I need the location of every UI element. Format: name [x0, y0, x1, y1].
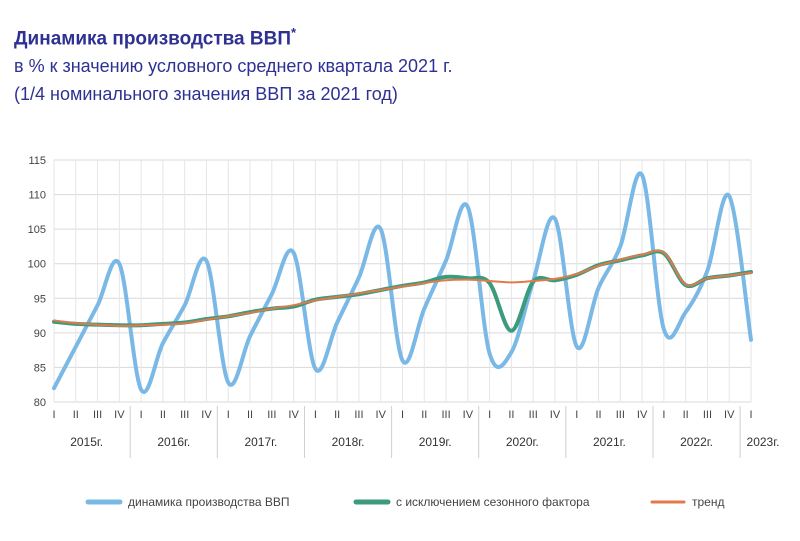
chart-title-text: Динамика производства ВВП: [14, 28, 292, 50]
quarter-tick-label: III: [180, 409, 189, 421]
quarter-tick-label: II: [421, 409, 427, 421]
quarter-tick-label: II: [683, 409, 689, 421]
y-tick-label: 110: [28, 190, 46, 202]
quarter-tick-label: III: [354, 409, 363, 421]
year-label: 2023г.: [747, 435, 780, 449]
quarter-tick-label: I: [227, 409, 230, 421]
quarter-tick-label: I: [52, 409, 55, 421]
quarter-tick-label: IV: [463, 409, 474, 421]
y-tick-label: 100: [28, 259, 46, 271]
quarter-tick-label: II: [160, 409, 166, 421]
year-label: 2015г.: [70, 435, 103, 449]
year-label: 2017г.: [244, 435, 277, 449]
quarter-tick-label: III: [616, 409, 625, 421]
quarter-tick-label: I: [575, 409, 578, 421]
legend-gdp-label: динамика производства ВВП: [128, 495, 290, 509]
quarter-tick-label: III: [529, 409, 538, 421]
quarter-tick-label: III: [441, 409, 450, 421]
series-trend-line: [53, 249, 752, 327]
quarter-tick-label: IV: [376, 409, 387, 421]
chart-title: Динамика производства ВВП*: [14, 20, 452, 52]
title-footnote-mark: *: [291, 25, 297, 40]
quarter-tick-label: I: [662, 409, 665, 421]
year-label: 2019г.: [419, 435, 452, 449]
chart-subtitle-line1: в % к значению условного среднего кварта…: [14, 56, 453, 77]
year-label: 2021г.: [593, 435, 626, 449]
legend-trend-label: тренд: [692, 495, 724, 509]
year-label: 2022г.: [680, 435, 713, 449]
quarter-tick-label: III: [93, 409, 102, 421]
quarter-tick-label: II: [508, 409, 514, 421]
legend-seasonally-adjusted-label: с исключением сезонного фактора: [396, 495, 590, 509]
year-label: 2018г.: [332, 435, 365, 449]
quarter-tick-label: II: [73, 409, 79, 421]
quarter-tick-label: IV: [637, 409, 648, 421]
chart-subtitle-line2: (1/4 номинального значения ВВП за 2021 г…: [14, 84, 398, 105]
quarter-tick-label: I: [749, 409, 752, 421]
quarter-tick-label: I: [401, 409, 404, 421]
quarter-tick-label: IV: [724, 409, 735, 421]
year-label: 2016г.: [157, 435, 190, 449]
series-gdp-line: [52, 171, 753, 394]
y-tick-label: 115: [28, 155, 46, 167]
y-tick-label: 85: [34, 362, 46, 374]
quarter-tick-label: I: [140, 409, 143, 421]
chart-header: Динамика производства ВВП* в % к значени…: [14, 20, 452, 108]
quarter-tick-label: IV: [114, 409, 125, 421]
quarter-tick-label: II: [334, 409, 340, 421]
quarter-tick-label: I: [314, 409, 317, 421]
quarter-tick-label: II: [247, 409, 253, 421]
quarter-tick-label: II: [595, 409, 601, 421]
year-label: 2020г.: [506, 435, 539, 449]
quarter-tick-label: IV: [288, 409, 299, 421]
quarter-tick-label: III: [267, 409, 276, 421]
y-tick-label: 95: [34, 293, 46, 305]
quarter-tick-label: IV: [550, 409, 561, 421]
y-tick-label: 80: [34, 397, 46, 409]
quarter-tick-label: I: [488, 409, 491, 421]
quarter-tick-label: III: [703, 409, 712, 421]
y-tick-label: 90: [34, 328, 46, 340]
quarter-tick-label: IV: [201, 409, 212, 421]
y-tick-label: 105: [28, 224, 46, 236]
